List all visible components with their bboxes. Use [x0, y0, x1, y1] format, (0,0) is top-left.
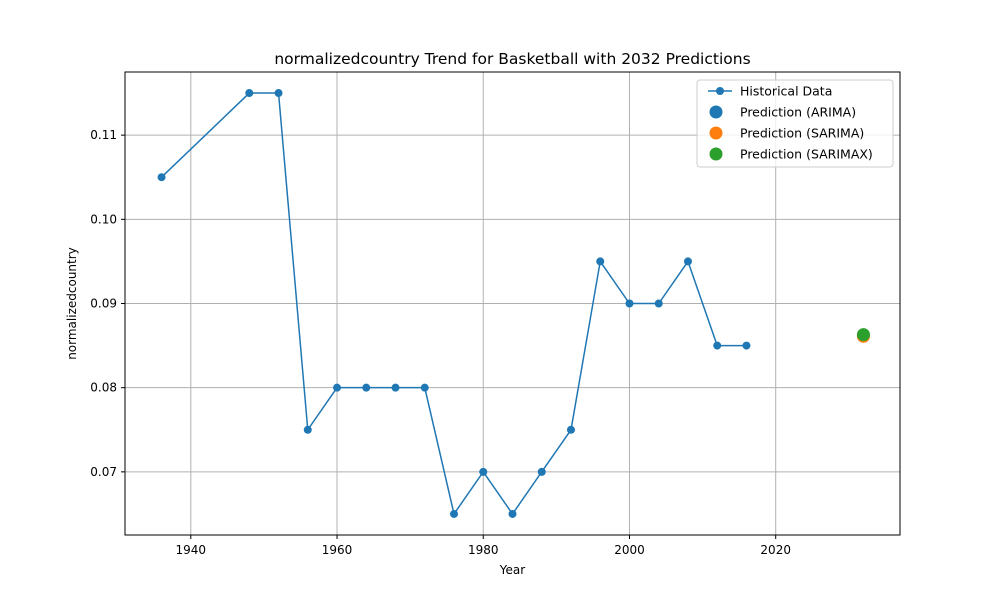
- historical-data-point: [654, 299, 663, 308]
- legend: Historical Data Prediction (ARIMA) Predict…: [696, 79, 894, 168]
- chart-title: normalizedcountry Trend for Basketball w…: [274, 50, 750, 68]
- historical-data-point: [362, 383, 371, 392]
- historical-data-point: [596, 257, 605, 266]
- historical-data-point: [537, 467, 546, 476]
- historical-data-point: [566, 425, 575, 434]
- y-axis-ticks: 0.07 0.08 0.09 0.10 0.11: [90, 128, 125, 479]
- historical-data-point: [713, 341, 722, 350]
- x-tick-label: 1960: [322, 543, 353, 557]
- x-tick-label: 1980: [468, 543, 499, 557]
- historical-data-point: [479, 467, 488, 476]
- historical-data-point: [683, 257, 692, 266]
- legend-label: Prediction (SARIMA): [740, 126, 864, 141]
- plot-frame: [124, 71, 901, 536]
- x-axis-title: Year: [499, 563, 525, 577]
- historical-data-point: [450, 509, 459, 518]
- legend-marker-swatch: [709, 147, 723, 161]
- historical-data-point: [333, 383, 342, 392]
- legend-label: Prediction (ARIMA): [740, 105, 856, 120]
- series-layer: [157, 89, 870, 518]
- historical-data-point: [245, 89, 254, 98]
- y-tick-label: 0.08: [90, 381, 117, 395]
- historical-data-point: [742, 341, 751, 350]
- x-axis-ticks: 1940 1960 1980 2000 2020: [176, 535, 791, 557]
- y-tick-label: 0.09: [90, 297, 117, 311]
- historical-data-point: [391, 383, 400, 392]
- y-tick-label: 0.07: [90, 465, 117, 479]
- prediction-point-sarimax: [856, 328, 870, 342]
- y-axis-title: normalizedcountry: [65, 247, 79, 360]
- x-tick-label: 2020: [760, 543, 791, 557]
- historical-data-point: [303, 425, 312, 434]
- legend-marker-swatch: [709, 126, 723, 140]
- legend-marker-swatch: [716, 87, 724, 95]
- historical-data-point: [508, 509, 517, 518]
- x-tick-label: 1940: [176, 543, 207, 557]
- y-tick-label: 0.11: [90, 128, 117, 142]
- legend-box: [696, 79, 894, 168]
- historical-data-point: [157, 173, 166, 182]
- legend-marker-swatch: [709, 105, 723, 119]
- y-tick-label: 0.10: [90, 212, 117, 226]
- historical-data-point: [420, 383, 429, 392]
- legend-label: Prediction (SARIMAX): [740, 147, 873, 162]
- legend-label: Historical Data: [740, 84, 832, 99]
- historical-data-point: [274, 89, 283, 98]
- historical-data-point: [625, 299, 634, 308]
- x-tick-label: 2000: [614, 543, 645, 557]
